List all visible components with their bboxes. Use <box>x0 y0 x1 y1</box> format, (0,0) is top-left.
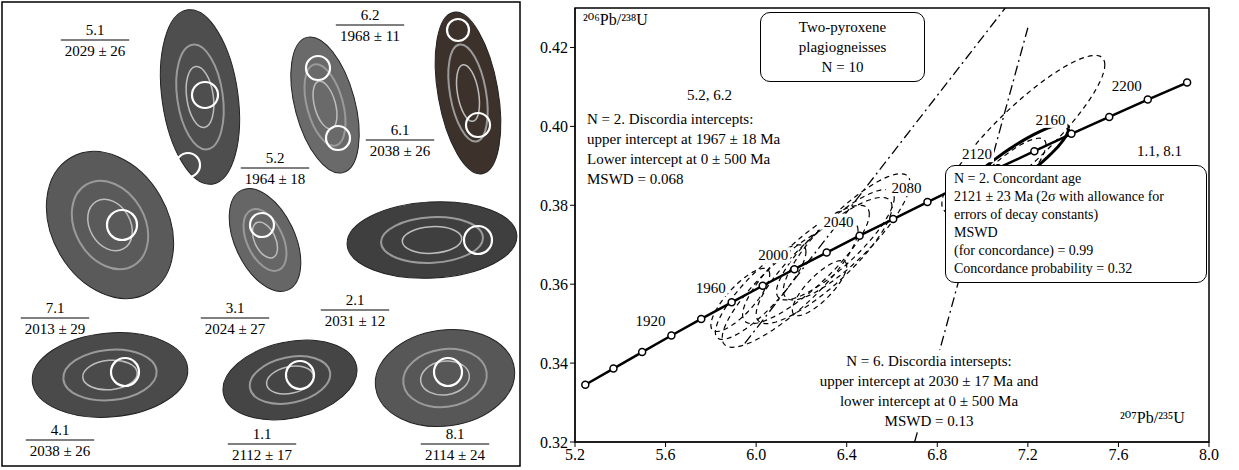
svg-text:1964 ± 18: 1964 ± 18 <box>245 171 306 187</box>
svg-text:2120: 2120 <box>962 146 992 162</box>
svg-text:6.0: 6.0 <box>746 446 766 463</box>
svg-text:6.8: 6.8 <box>927 446 947 463</box>
svg-text:0.42: 0.42 <box>540 39 568 56</box>
svg-text:6.1: 6.1 <box>391 122 410 138</box>
html-text:N = 10: N = 10 <box>821 59 864 75</box>
svg-text:1920: 1920 <box>635 313 665 329</box>
html-text:MSWD = 0.13: MSWD = 0.13 <box>884 413 974 429</box>
svg-text:5.2: 5.2 <box>266 150 285 166</box>
html-text:N = 2. Concordant age: N = 2. Concordant age <box>954 171 1082 186</box>
html-text:Two-pyroxene: Two-pyroxene <box>798 19 887 35</box>
svg-text:0.36: 0.36 <box>540 276 568 293</box>
html-text:N = 6. Discordia intersepts:: N = 6. Discordia intersepts: <box>846 353 1012 369</box>
svg-text:2000: 2000 <box>758 247 788 263</box>
svg-text:2029 ± 26: 2029 ± 26 <box>65 43 126 59</box>
html-text:1.1, 8.1: 1.1, 8.1 <box>1137 143 1182 159</box>
svg-text:2080: 2080 <box>891 180 921 196</box>
svg-text:0.38: 0.38 <box>540 197 568 214</box>
svg-text:5.2: 5.2 <box>565 446 585 463</box>
svg-text:2114 ± 24: 2114 ± 24 <box>425 447 486 463</box>
svg-text:2.1: 2.1 <box>346 292 365 308</box>
svg-text:3.1: 3.1 <box>226 300 245 316</box>
svg-text:2013 ± 29: 2013 ± 29 <box>25 321 86 337</box>
html-text:upper intercept at 1967 ± 18 M: upper intercept at 1967 ± 18 Ma <box>587 131 781 147</box>
svg-text:5.1: 5.1 <box>86 22 105 38</box>
html-text:MSWD = 0.068: MSWD = 0.068 <box>587 171 684 187</box>
svg-text:6.4: 6.4 <box>837 446 857 463</box>
html-text:lower intercept at 0 ± 500 Ma: lower intercept at 0 ± 500 Ma <box>839 393 1019 409</box>
html-text:MSWD: MSWD <box>954 225 998 240</box>
svg-text:2160: 2160 <box>1035 112 1065 128</box>
html-text:2121 ± 23 Ma (2σ with allowanc: 2121 ± 23 Ma (2σ with allowance for <box>954 189 1164 204</box>
html-text:Concordance probability = 0.32: Concordance probability = 0.32 <box>954 261 1133 276</box>
svg-text:7.2: 7.2 <box>1018 446 1038 463</box>
svg-text:0.40: 0.40 <box>540 118 568 135</box>
svg-text:6.2: 6.2 <box>361 7 380 23</box>
html-text:N = 2. Discordia intercepts:: N = 2. Discordia intercepts: <box>587 111 754 127</box>
svg-text:2024 ± 27: 2024 ± 27 <box>205 321 266 337</box>
svg-text:2031 ± 12: 2031 ± 12 <box>325 313 386 329</box>
html-text:plagiogneisses: plagiogneisses <box>798 39 887 55</box>
svg-text:1968 ± 11: 1968 ± 11 <box>340 28 400 44</box>
svg-text:5.6: 5.6 <box>656 446 676 463</box>
svg-text:2040: 2040 <box>824 214 854 230</box>
html-text:Lower intercept at 0 ± 500 Ma: Lower intercept at 0 ± 500 Ma <box>587 151 771 167</box>
html-text:upper intercept at 2030 ± 17 M: upper intercept at 2030 ± 17 Ma and <box>819 373 1039 389</box>
html-text:²⁰⁶Pb/²³⁸U: ²⁰⁶Pb/²³⁸U <box>583 11 648 28</box>
html-text:(for concordance) = 0.99: (for concordance) = 0.99 <box>954 243 1094 258</box>
svg-text:2112 ± 17: 2112 ± 17 <box>232 447 293 463</box>
html-text:5.2, 6.2: 5.2, 6.2 <box>687 87 732 103</box>
html-text:²⁰⁷Pb/²³⁵U: ²⁰⁷Pb/²³⁵U <box>1120 409 1185 426</box>
svg-text:1.1: 1.1 <box>253 426 272 442</box>
html-text:errors of decay constants): errors of decay constants) <box>954 207 1099 222</box>
svg-text:2038 ± 26: 2038 ± 26 <box>370 143 431 159</box>
svg-text:1960: 1960 <box>696 280 726 296</box>
svg-text:8.1: 8.1 <box>446 426 465 442</box>
svg-text:0.32: 0.32 <box>540 434 568 451</box>
svg-text:4.1: 4.1 <box>51 422 70 438</box>
svg-text:0.34: 0.34 <box>540 355 568 372</box>
svg-text:7.1: 7.1 <box>46 300 65 316</box>
svg-text:7.6: 7.6 <box>1108 446 1128 463</box>
svg-text:8.0: 8.0 <box>1199 446 1219 463</box>
svg-text:2200: 2200 <box>1112 78 1142 94</box>
svg-text:2038 ± 26: 2038 ± 26 <box>30 443 91 459</box>
